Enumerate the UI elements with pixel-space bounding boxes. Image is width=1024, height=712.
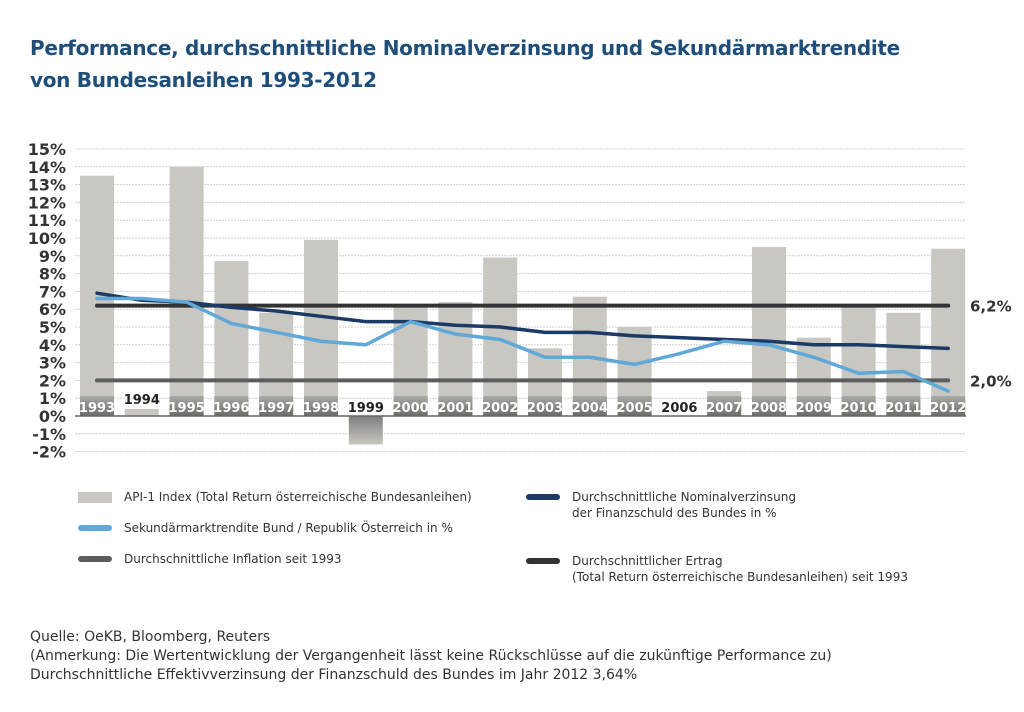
legend-swatch-bar (78, 492, 112, 503)
y-tick-label: 2% (39, 371, 66, 390)
chart-title: Performance, durchschnittliche Nominalve… (30, 32, 900, 96)
series-lines (95, 291, 950, 393)
legend-swatch-line (78, 525, 112, 531)
legend-label: Sekundärmarktrendite Bund / Republik Öst… (124, 521, 453, 535)
chart: 15%14%13%12%11%10%9%8%7%6%5%4%3%2%1%0%-1… (28, 140, 1012, 462)
legend-label: Durchschnittlicher Ertrag (572, 554, 723, 568)
y-tick-label: 8% (39, 265, 66, 284)
x-axis-labels: 1993 1994 1995 1996 1997 1998 1999 2000 2001 2002… (79, 393, 966, 416)
y-tick-label: 12% (28, 193, 66, 212)
bar-label-band (707, 396, 742, 416)
y-tick-label: 11% (28, 211, 66, 230)
x-tick-label: 1996 (213, 401, 249, 416)
bar-label-band (931, 396, 966, 416)
y-tick-label: 7% (39, 282, 66, 301)
x-tick-label: 2012 (930, 401, 966, 416)
legend-label: der Finanzschuld des Bundes in % (572, 506, 777, 520)
legend-swatch-line (526, 494, 560, 500)
y-tick-label: -1% (32, 425, 66, 444)
bar-label-band (483, 396, 518, 416)
x-tick-label: 2011 (885, 401, 921, 416)
x-tick-label: 2004 (572, 401, 608, 416)
y-tick-label: 4% (39, 336, 66, 355)
bar-label-band (617, 396, 652, 416)
legend-swatch-line (78, 556, 112, 562)
bar-label-band (259, 396, 294, 416)
bar-label-band (841, 396, 876, 416)
footnotes: Quelle: OeKB, Bloomberg, Reuters (Anmerk… (30, 628, 832, 685)
bar (304, 239, 338, 416)
y-tick-label: -2% (32, 443, 66, 462)
bar-label-band (572, 396, 607, 416)
bar (124, 408, 159, 416)
x-tick-label: 1998 (303, 401, 339, 416)
x-tick-label: 1995 (169, 401, 205, 416)
bar-label-band (393, 396, 428, 416)
x-tick-label: 1993 (79, 401, 115, 416)
x-tick-label: 1999 (348, 401, 384, 416)
reference-line-label: 2,0% (970, 372, 1012, 390)
y-tick-label: 6% (39, 300, 66, 319)
series-line (95, 291, 950, 351)
x-tick-label: 1994 (124, 393, 160, 408)
bar-label-band (438, 396, 473, 416)
bars (75, 166, 966, 445)
y-tick-label: 14% (28, 158, 66, 177)
y-tick-label: 13% (28, 176, 66, 195)
y-tick-label: 10% (28, 229, 66, 248)
y-tick-label: 0% (39, 407, 66, 426)
reference-lines: 2,0% 6,2% (95, 298, 1012, 390)
series-line (95, 296, 950, 393)
reference-line-label: 6,2% (970, 298, 1012, 316)
x-tick-label: 2001 (437, 401, 473, 416)
legend-label: Durchschnittliche Nominalverzinsung (572, 490, 796, 504)
y-tick-label: 15% (28, 140, 66, 159)
chart-title-line1: Performance, durchschnittliche Nominalve… (30, 36, 900, 60)
bar (348, 416, 383, 445)
bar (931, 248, 966, 416)
legend-swatch-line (526, 558, 560, 564)
x-tick-label: 2008 (751, 401, 787, 416)
bar-label-band (796, 396, 831, 416)
y-tick-label: 9% (39, 247, 66, 266)
y-tick-label: 3% (39, 354, 66, 373)
remark-note: (Anmerkung: Die Wertentwicklung der Verg… (30, 648, 832, 664)
x-tick-label: 2010 (841, 401, 877, 416)
chart-title-line2: von Bundesanleihen 1993-2012 (30, 68, 377, 92)
effective-rate-note: Durchschnittliche Effektivverzinsung der… (30, 667, 638, 683)
x-tick-label: 1997 (258, 401, 294, 416)
legend-label: API-1 Index (Total Return österreichisch… (124, 490, 472, 504)
x-tick-label: 2007 (706, 401, 742, 416)
bar-label-band (528, 396, 562, 416)
y-axis-ticks: 15%14%13%12%11%10%9%8%7%6%5%4%3%2%1%0%-1… (28, 140, 66, 462)
y-tick-label: 5% (39, 318, 66, 337)
bar-label-band (752, 396, 786, 416)
bar-label-band (169, 396, 204, 416)
bar-label-band (80, 396, 114, 416)
x-tick-label: 2005 (617, 401, 653, 416)
bar-label-band (214, 396, 249, 416)
bar (169, 166, 204, 416)
source-note: Quelle: OeKB, Bloomberg, Reuters (30, 629, 271, 645)
x-tick-label: 2009 (796, 401, 832, 416)
x-tick-label: 2006 (661, 401, 697, 416)
bar-label-band (304, 396, 338, 416)
x-tick-label: 2000 (393, 401, 429, 416)
y-tick-label: 1% (39, 389, 66, 408)
bar (214, 261, 249, 416)
legend-label: Durchschnittliche Inflation seit 1993 (124, 552, 342, 566)
x-tick-label: 2002 (482, 401, 518, 416)
gridlines (75, 148, 966, 453)
legend-label: (Total Return österreichische Bundesanle… (572, 570, 908, 584)
bar-label-band (886, 396, 921, 416)
x-tick-label: 2003 (527, 401, 563, 416)
bar (752, 246, 786, 416)
